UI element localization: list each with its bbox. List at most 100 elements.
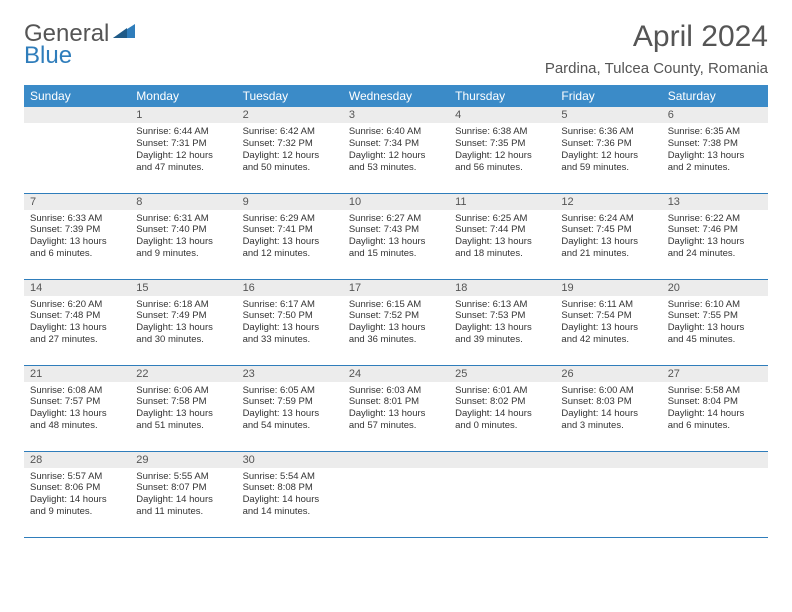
day-header: Friday: [555, 85, 661, 107]
day-detail: Sunrise: 6:11 AMSunset: 7:54 PMDaylight:…: [555, 296, 661, 353]
day-detail: Sunrise: 6:35 AMSunset: 7:38 PMDaylight:…: [662, 123, 768, 180]
day-number: 8: [130, 194, 236, 210]
calendar-cell: [343, 451, 449, 537]
day-detail: Sunrise: 5:57 AMSunset: 8:06 PMDaylight:…: [24, 468, 130, 525]
day-number: 23: [237, 366, 343, 382]
day-detail: Sunrise: 6:06 AMSunset: 7:58 PMDaylight:…: [130, 382, 236, 439]
logo-word-2: Blue: [24, 42, 72, 69]
day-detail: Sunrise: 6:42 AMSunset: 7:32 PMDaylight:…: [237, 123, 343, 180]
day-detail: Sunrise: 6:18 AMSunset: 7:49 PMDaylight:…: [130, 296, 236, 353]
calendar-row: 28Sunrise: 5:57 AMSunset: 8:06 PMDayligh…: [24, 451, 768, 537]
day-detail: Sunrise: 5:54 AMSunset: 8:08 PMDaylight:…: [237, 468, 343, 525]
day-header: Monday: [130, 85, 236, 107]
day-number: 16: [237, 280, 343, 296]
calendar-cell: 21Sunrise: 6:08 AMSunset: 7:57 PMDayligh…: [24, 365, 130, 451]
calendar-cell: 22Sunrise: 6:06 AMSunset: 7:58 PMDayligh…: [130, 365, 236, 451]
day-number: 24: [343, 366, 449, 382]
day-number: 29: [130, 452, 236, 468]
calendar-cell: 6Sunrise: 6:35 AMSunset: 7:38 PMDaylight…: [662, 107, 768, 193]
day-number: [343, 452, 449, 468]
day-detail: Sunrise: 6:31 AMSunset: 7:40 PMDaylight:…: [130, 210, 236, 267]
logo-word-2-wrap: Blue: [24, 42, 72, 70]
calendar-cell: 2Sunrise: 6:42 AMSunset: 7:32 PMDaylight…: [237, 107, 343, 193]
day-detail: Sunrise: 6:29 AMSunset: 7:41 PMDaylight:…: [237, 210, 343, 267]
day-number: [449, 452, 555, 468]
day-number: 4: [449, 107, 555, 123]
calendar-head: SundayMondayTuesdayWednesdayThursdayFrid…: [24, 85, 768, 107]
day-detail: Sunrise: 6:20 AMSunset: 7:48 PMDaylight:…: [24, 296, 130, 353]
day-number: 1: [130, 107, 236, 123]
calendar-cell: 17Sunrise: 6:15 AMSunset: 7:52 PMDayligh…: [343, 279, 449, 365]
calendar-row: 7Sunrise: 6:33 AMSunset: 7:39 PMDaylight…: [24, 193, 768, 279]
calendar-cell: [449, 451, 555, 537]
calendar-row: 1Sunrise: 6:44 AMSunset: 7:31 PMDaylight…: [24, 107, 768, 193]
calendar-cell: 26Sunrise: 6:00 AMSunset: 8:03 PMDayligh…: [555, 365, 661, 451]
day-number: 20: [662, 280, 768, 296]
day-number: 19: [555, 280, 661, 296]
location: Pardina, Tulcea County, Romania: [545, 60, 768, 77]
calendar-cell: 25Sunrise: 6:01 AMSunset: 8:02 PMDayligh…: [449, 365, 555, 451]
calendar-cell: 4Sunrise: 6:38 AMSunset: 7:35 PMDaylight…: [449, 107, 555, 193]
day-detail: Sunrise: 6:27 AMSunset: 7:43 PMDaylight:…: [343, 210, 449, 267]
day-number: 18: [449, 280, 555, 296]
calendar-cell: 30Sunrise: 5:54 AMSunset: 8:08 PMDayligh…: [237, 451, 343, 537]
calendar-cell: 24Sunrise: 6:03 AMSunset: 8:01 PMDayligh…: [343, 365, 449, 451]
day-number: 22: [130, 366, 236, 382]
day-header: Thursday: [449, 85, 555, 107]
calendar-cell: 10Sunrise: 6:27 AMSunset: 7:43 PMDayligh…: [343, 193, 449, 279]
calendar-cell: 15Sunrise: 6:18 AMSunset: 7:49 PMDayligh…: [130, 279, 236, 365]
day-detail: Sunrise: 6:24 AMSunset: 7:45 PMDaylight:…: [555, 210, 661, 267]
calendar-cell: 27Sunrise: 5:58 AMSunset: 8:04 PMDayligh…: [662, 365, 768, 451]
calendar-table: SundayMondayTuesdayWednesdayThursdayFrid…: [24, 85, 768, 538]
calendar-cell: [662, 451, 768, 537]
day-detail: Sunrise: 6:44 AMSunset: 7:31 PMDaylight:…: [130, 123, 236, 180]
logo-triangle-icon: [113, 20, 135, 43]
day-header: Wednesday: [343, 85, 449, 107]
day-number: 21: [24, 366, 130, 382]
calendar-cell: 18Sunrise: 6:13 AMSunset: 7:53 PMDayligh…: [449, 279, 555, 365]
day-detail: Sunrise: 6:10 AMSunset: 7:55 PMDaylight:…: [662, 296, 768, 353]
calendar-cell: 3Sunrise: 6:40 AMSunset: 7:34 PMDaylight…: [343, 107, 449, 193]
calendar-cell: 12Sunrise: 6:24 AMSunset: 7:45 PMDayligh…: [555, 193, 661, 279]
day-number: 14: [24, 280, 130, 296]
day-number: 12: [555, 194, 661, 210]
calendar-cell: 1Sunrise: 6:44 AMSunset: 7:31 PMDaylight…: [130, 107, 236, 193]
calendar-cell: 29Sunrise: 5:55 AMSunset: 8:07 PMDayligh…: [130, 451, 236, 537]
day-detail: Sunrise: 6:25 AMSunset: 7:44 PMDaylight:…: [449, 210, 555, 267]
day-detail: Sunrise: 5:58 AMSunset: 8:04 PMDaylight:…: [662, 382, 768, 439]
day-number: [24, 107, 130, 123]
day-header: Saturday: [662, 85, 768, 107]
calendar-cell: 23Sunrise: 6:05 AMSunset: 7:59 PMDayligh…: [237, 365, 343, 451]
calendar-row: 21Sunrise: 6:08 AMSunset: 7:57 PMDayligh…: [24, 365, 768, 451]
day-number: 7: [24, 194, 130, 210]
calendar-cell: 28Sunrise: 5:57 AMSunset: 8:06 PMDayligh…: [24, 451, 130, 537]
calendar-cell: 13Sunrise: 6:22 AMSunset: 7:46 PMDayligh…: [662, 193, 768, 279]
day-detail: Sunrise: 6:38 AMSunset: 7:35 PMDaylight:…: [449, 123, 555, 180]
day-detail: [555, 468, 661, 477]
day-number: 30: [237, 452, 343, 468]
day-detail: Sunrise: 6:22 AMSunset: 7:46 PMDaylight:…: [662, 210, 768, 267]
day-detail: Sunrise: 6:03 AMSunset: 8:01 PMDaylight:…: [343, 382, 449, 439]
calendar-cell: 19Sunrise: 6:11 AMSunset: 7:54 PMDayligh…: [555, 279, 661, 365]
day-detail: Sunrise: 6:17 AMSunset: 7:50 PMDaylight:…: [237, 296, 343, 353]
day-number: 6: [662, 107, 768, 123]
day-number: [555, 452, 661, 468]
day-detail: Sunrise: 6:00 AMSunset: 8:03 PMDaylight:…: [555, 382, 661, 439]
day-number: 9: [237, 194, 343, 210]
calendar-cell: 16Sunrise: 6:17 AMSunset: 7:50 PMDayligh…: [237, 279, 343, 365]
day-detail: Sunrise: 6:15 AMSunset: 7:52 PMDaylight:…: [343, 296, 449, 353]
calendar-body: 1Sunrise: 6:44 AMSunset: 7:31 PMDaylight…: [24, 107, 768, 537]
header: General April 2024 Pardina, Tulcea Count…: [24, 20, 768, 77]
day-detail: [662, 468, 768, 477]
day-number: 28: [24, 452, 130, 468]
calendar-cell: 11Sunrise: 6:25 AMSunset: 7:44 PMDayligh…: [449, 193, 555, 279]
day-number: 27: [662, 366, 768, 382]
calendar-cell: 5Sunrise: 6:36 AMSunset: 7:36 PMDaylight…: [555, 107, 661, 193]
day-detail: [449, 468, 555, 477]
day-header-row: SundayMondayTuesdayWednesdayThursdayFrid…: [24, 85, 768, 107]
day-number: 15: [130, 280, 236, 296]
calendar-cell: 8Sunrise: 6:31 AMSunset: 7:40 PMDaylight…: [130, 193, 236, 279]
day-number: 3: [343, 107, 449, 123]
day-detail: Sunrise: 6:40 AMSunset: 7:34 PMDaylight:…: [343, 123, 449, 180]
day-number: 2: [237, 107, 343, 123]
